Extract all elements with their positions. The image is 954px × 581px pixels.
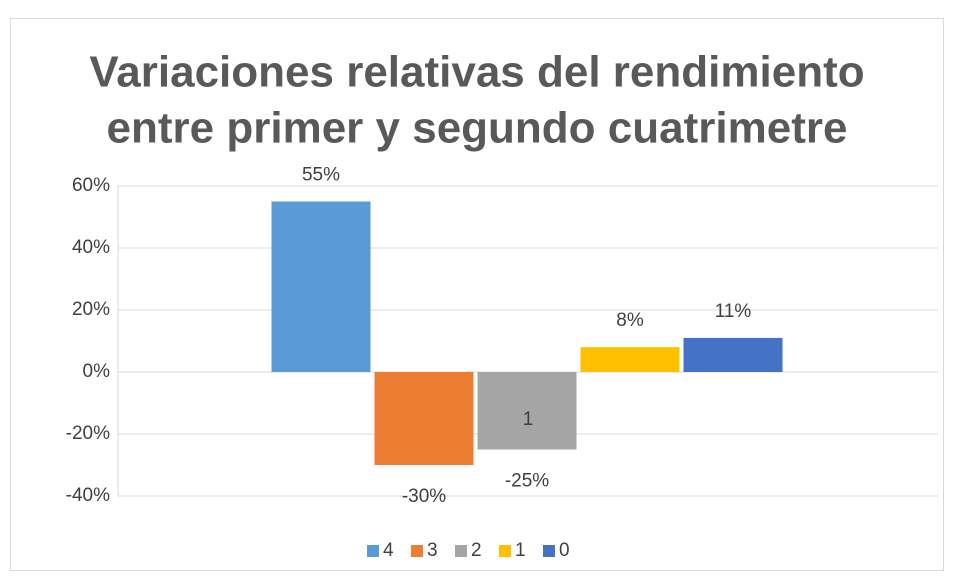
y-tick-label: 0%: [83, 361, 111, 382]
data-label: 55%: [302, 165, 340, 186]
bar: [580, 347, 680, 372]
data-label: 11%: [715, 301, 752, 322]
x-tick-label: 1: [523, 409, 534, 430]
legend-swatch: [543, 545, 555, 557]
data-label: -25%: [505, 471, 549, 492]
chart-border: [10, 18, 944, 571]
bar: [271, 201, 371, 372]
y-tick-label: 60%: [72, 175, 110, 196]
legend-label: 2: [471, 540, 482, 561]
legend-label: 3: [427, 540, 438, 561]
y-tick-label: 20%: [72, 299, 110, 320]
bar: [477, 372, 577, 450]
chart-title: Variaciones relativas del rendimiento: [89, 48, 864, 97]
legend-label: 4: [383, 540, 394, 561]
legend-swatch: [455, 545, 467, 557]
legend-swatch: [499, 545, 511, 557]
chart-title: entre primer y segundo cuatrimetre: [107, 104, 848, 153]
y-tick-label: -20%: [66, 423, 110, 444]
y-tick-label: 40%: [72, 237, 110, 258]
data-label: 8%: [616, 310, 644, 331]
legend-swatch: [367, 545, 379, 557]
legend-label: 1: [515, 540, 526, 561]
data-label: -30%: [402, 486, 446, 507]
legend-label: 0: [559, 540, 570, 561]
bar: [374, 372, 474, 465]
y-tick-label: -40%: [66, 485, 110, 506]
bar: [683, 337, 783, 372]
legend-swatch: [411, 545, 423, 557]
